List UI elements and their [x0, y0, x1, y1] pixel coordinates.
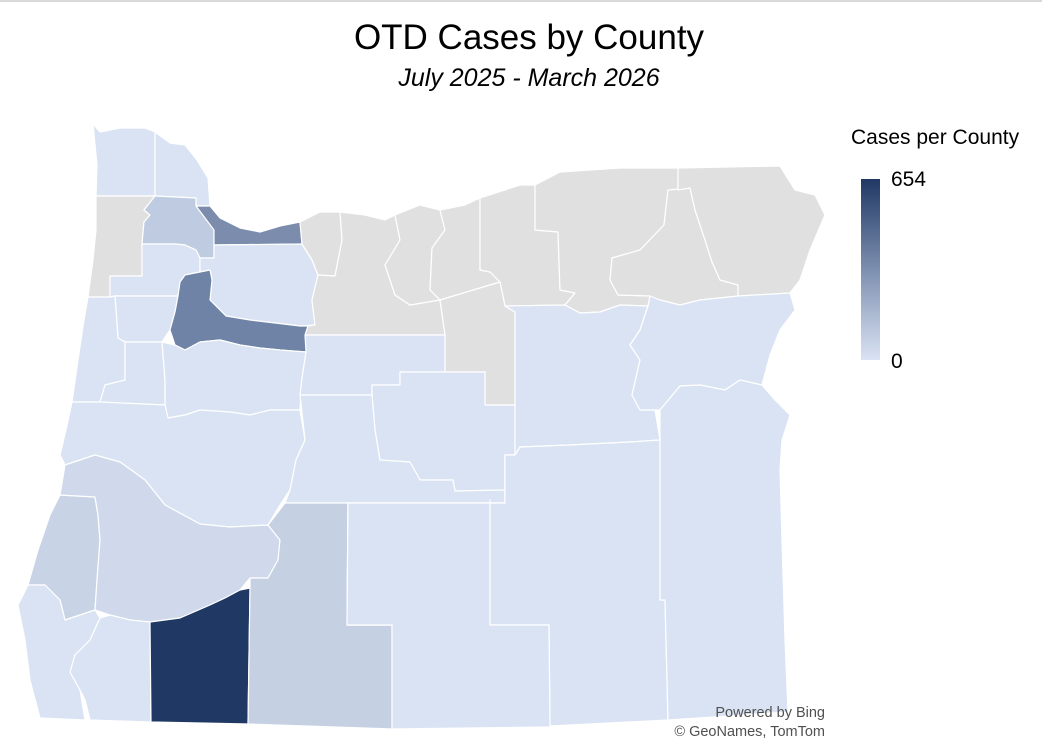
map-attribution: Powered by Bing © GeoNames, TomTom — [674, 704, 825, 742]
top-divider — [0, 0, 1042, 2]
legend-title: Cases per County — [851, 126, 1020, 149]
county-jackson[interactable] — [149, 587, 251, 725]
county-lake-west[interactable] — [346, 502, 551, 730]
legend-min-label: 0 — [891, 350, 903, 373]
county-linn[interactable] — [161, 339, 307, 419]
county-deschutes[interactable] — [284, 394, 506, 504]
chart-title: OTD Cases by County — [353, 18, 705, 57]
chart-subtitle: July 2025 - March 2026 — [398, 64, 660, 92]
county-clatsop[interactable] — [92, 123, 156, 197]
powered-by-label: Powered by Bing — [715, 705, 825, 721]
legend-max-label: 654 — [891, 168, 927, 191]
copyright-label: © GeoNames, TomTom — [674, 724, 825, 740]
county-malheur[interactable] — [659, 379, 791, 721]
county-columbia[interactable] — [154, 131, 211, 207]
county-josephine[interactable] — [69, 614, 152, 723]
county-polk[interactable] — [114, 295, 179, 343]
county-multnomah[interactable] — [195, 205, 303, 246]
legend-color-scale — [861, 179, 880, 360]
